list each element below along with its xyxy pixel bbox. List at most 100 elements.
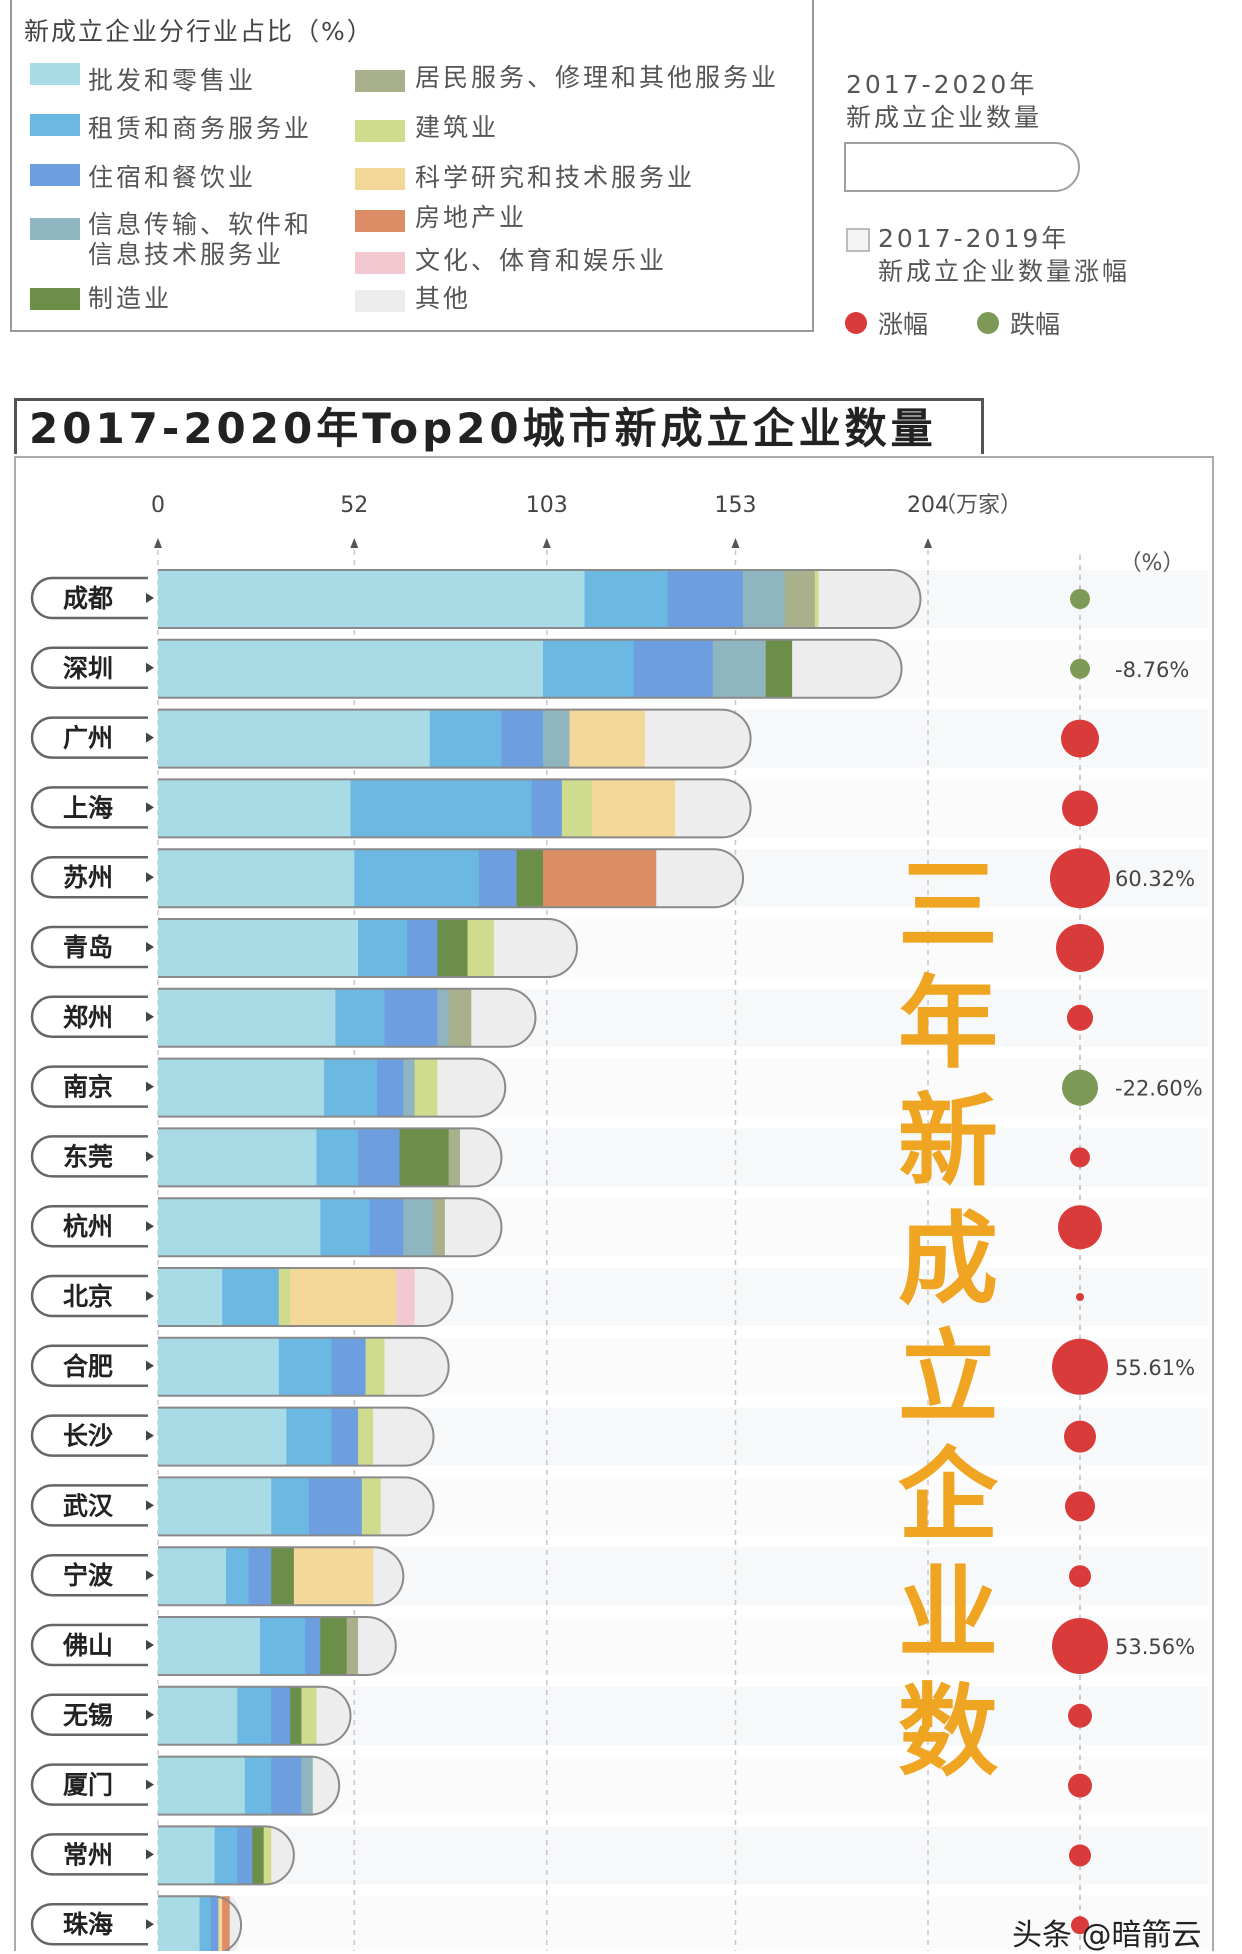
city-label-pointer — [146, 1011, 154, 1022]
city-label-青岛: 青岛 — [30, 925, 154, 969]
city-label-东莞: 东莞 — [30, 1135, 154, 1178]
bar-segment — [210, 1896, 219, 1951]
bar-segment — [437, 1058, 506, 1117]
overlay-char: 立 — [898, 1319, 998, 1436]
city-name: 佛山 — [62, 1631, 113, 1660]
city-name: 郑州 — [63, 1003, 113, 1032]
bar-segment — [324, 1058, 378, 1117]
city-label-pointer — [146, 732, 154, 743]
bar-segment — [444, 1198, 502, 1257]
bar-segment — [158, 1128, 318, 1187]
bar-segment — [218, 1896, 223, 1951]
bar-segment — [158, 1756, 246, 1815]
bar-segment — [252, 1826, 265, 1885]
bar-segment — [656, 849, 744, 908]
growth-legend-square — [846, 228, 870, 252]
bar-segment — [312, 1756, 340, 1815]
x-tick-label: 153 — [715, 493, 757, 518]
city-label-广州: 广州 — [30, 716, 154, 759]
bar-segment — [407, 919, 438, 977]
city-name: 厦门 — [63, 1771, 113, 1800]
city-label-pill — [30, 576, 148, 620]
city-name: 北京 — [63, 1282, 113, 1311]
tick-arrow — [154, 538, 162, 548]
legend-swatch-7 — [355, 168, 405, 190]
growth-dot — [1062, 790, 1098, 827]
bar-segment — [584, 570, 669, 628]
bar-row-佛山 — [158, 1616, 397, 1676]
bar-segment — [263, 1826, 272, 1885]
bar-outline — [158, 1336, 450, 1397]
bar-segment — [293, 1547, 374, 1606]
city-label-pill — [30, 1484, 148, 1527]
city-label-pill — [30, 1414, 148, 1457]
growth-dot — [1071, 1916, 1089, 1935]
legend-label-3: 信息传输、软件和 信息技术服务业 — [88, 210, 313, 269]
bar-segment — [369, 1198, 404, 1257]
bar-segment — [158, 1407, 287, 1466]
city-label-pointer — [146, 1709, 154, 1720]
bar-segment — [158, 779, 351, 838]
bar-outline — [158, 1895, 242, 1951]
bar-outline — [158, 1476, 435, 1537]
legend-label-7: 科学研究和技术服务业 — [415, 163, 696, 192]
bar-segment — [271, 1826, 294, 1885]
bar-segment — [414, 1058, 438, 1117]
bar-segment — [158, 1617, 261, 1675]
city-label-pill — [30, 1902, 148, 1946]
bar-row-苏州 — [158, 848, 744, 909]
fall-label: 跌幅 — [1010, 310, 1061, 339]
x-axis-unit: （万家） — [934, 493, 1022, 518]
bar-segment — [373, 1547, 404, 1606]
bar-segment — [380, 1477, 434, 1536]
bar-segment — [271, 1547, 295, 1606]
bar-segment — [433, 1198, 446, 1257]
bar-segment — [358, 1407, 374, 1466]
bar-segment — [448, 988, 472, 1047]
city-label-pill — [30, 1553, 148, 1597]
bar-segment — [158, 1198, 321, 1257]
city-name: 苏州 — [63, 863, 113, 892]
bar-row-北京 — [158, 1267, 454, 1327]
bar-outline — [158, 1546, 405, 1607]
bar-segment — [271, 1477, 310, 1536]
city-label-pointer — [146, 1151, 154, 1162]
city-label-pill — [30, 1763, 148, 1806]
overlay-char: 业 — [898, 1555, 998, 1672]
growth-dot — [1065, 1491, 1095, 1522]
watermark: 头条 @暗箭云 — [1012, 1918, 1202, 1953]
bar-segment — [308, 1477, 363, 1536]
growth-value: -22.60% — [1115, 1077, 1203, 1101]
city-label-pointer — [146, 802, 154, 813]
bar-row-南京 — [158, 1057, 507, 1118]
bar-row-珠海 — [158, 1895, 242, 1951]
growth-dot — [1056, 924, 1104, 972]
bar-outline — [158, 1616, 397, 1676]
growth-dot — [1064, 1420, 1096, 1453]
total-legend-shape — [844, 142, 1080, 192]
bar-segment — [158, 1337, 280, 1396]
bar-segment — [158, 1268, 223, 1326]
city-label-pill — [30, 1204, 148, 1248]
bar-segment — [448, 1128, 461, 1187]
bar-segment — [286, 1407, 333, 1466]
legend-label-10: 其他 — [415, 284, 472, 313]
bar-segment — [354, 849, 480, 908]
overlay-char: 成 — [898, 1201, 998, 1318]
overlay-char: 新 — [898, 1083, 998, 1200]
bar-segment — [316, 1686, 351, 1745]
bar-segment — [301, 1756, 314, 1815]
bar-segment — [543, 709, 570, 768]
city-name: 珠海 — [63, 1910, 113, 1939]
bar-segment — [358, 1128, 401, 1187]
bar-segment — [569, 709, 646, 768]
bar-segment — [384, 1337, 449, 1396]
legend-swatch-1 — [30, 114, 80, 136]
bar-segment — [335, 988, 385, 1047]
bar-row-宁波 — [158, 1546, 405, 1607]
bar-outline — [158, 1685, 352, 1746]
bar-outline — [158, 638, 903, 699]
bar-row-厦门 — [158, 1755, 341, 1816]
bar-segment — [471, 988, 536, 1047]
